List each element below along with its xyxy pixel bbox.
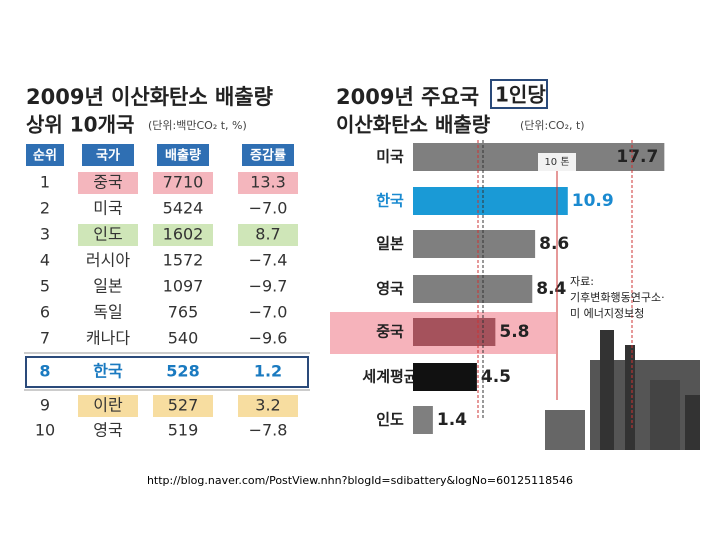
cell: 캐나다: [86, 329, 130, 348]
cell: 10: [35, 421, 55, 440]
skyline: [545, 330, 700, 450]
category-label: 미국: [376, 148, 404, 166]
cell: 미국: [93, 199, 122, 218]
value-label: 8.6: [539, 234, 569, 254]
bar: [413, 406, 433, 434]
category-label: 중국: [376, 323, 404, 341]
cell: 1: [40, 173, 50, 192]
row-highlight: [78, 224, 138, 246]
bar: [413, 318, 496, 346]
chart-title: 이산화탄소 배출량: [336, 113, 491, 137]
cell: 540: [168, 329, 199, 348]
cell: 2: [40, 199, 50, 218]
source: 자료: 기후변화행동연구소· 미 에너지정보청: [570, 275, 665, 320]
row-highlight: [153, 395, 213, 417]
category-label: 일본: [376, 235, 404, 253]
row-box: [25, 356, 309, 388]
header-cell: [82, 144, 134, 166]
title-box: [490, 79, 548, 109]
table-unit: (단위:백만CO₂ t, %): [148, 119, 247, 132]
chart-title-highlight: 1인당: [495, 83, 546, 107]
table-subtitle: 상위 10개국: [26, 113, 134, 137]
cell: 8: [39, 362, 50, 381]
cell: 인도: [93, 225, 122, 244]
row-highlight: [238, 395, 298, 417]
cell: 13.3: [250, 173, 286, 192]
cell: 1.2: [254, 362, 282, 381]
cell: 765: [168, 303, 199, 322]
bar: [413, 275, 533, 303]
cell: 7: [40, 329, 50, 348]
category-label: 한국: [376, 192, 404, 210]
cell: 1572: [163, 251, 204, 270]
cell: 이란: [93, 396, 123, 415]
cell: 527: [168, 396, 199, 415]
value-label: 10.9: [572, 191, 614, 211]
chart-unit: (단위:CO₂, t): [520, 119, 585, 132]
value-label: 17.7: [616, 147, 658, 167]
annotation-bg: [538, 153, 576, 171]
cell: 528: [166, 362, 199, 381]
header-text: 국가: [96, 149, 120, 164]
bar-chart: 미국 17.7 한국 10.9 일본 8.6 영국 8.4 중국 5.8 세계평균 4.5 인도 1.4: [362, 143, 665, 434]
value-label: 1.4: [437, 410, 467, 430]
cell: 4: [40, 251, 50, 270]
value-label: 8.4: [536, 279, 566, 299]
cell: 독일: [93, 303, 122, 322]
bar: [413, 363, 477, 391]
value-label: 5.8: [499, 322, 529, 342]
cell: 5424: [163, 199, 204, 218]
chart-title: 2009년 주요국: [336, 85, 479, 109]
row-highlight: [78, 395, 138, 417]
caption: http://blog.naver.com/PostView.nhn?blogI…: [147, 474, 573, 487]
cell: 1097: [163, 277, 204, 296]
cell: 러시아: [86, 251, 130, 270]
cell: 한국: [93, 362, 123, 381]
row-highlight: [153, 224, 213, 246]
cell: 519: [168, 421, 199, 440]
header-text: 증감률: [250, 149, 286, 164]
category-label: 인도: [376, 411, 404, 429]
value-label: 4.5: [481, 367, 511, 387]
cell: 5: [40, 277, 50, 296]
cell: 9: [40, 396, 50, 415]
header-cell: [242, 144, 294, 166]
header-text: 배출량: [165, 148, 201, 164]
row-highlight: [238, 224, 298, 246]
cell: −9.7: [249, 277, 288, 296]
row-highlight: [238, 172, 298, 194]
cell: 6: [40, 303, 50, 322]
category-label: 영국: [376, 280, 404, 298]
table: 순위 국가 배출량 증감률 1 중국 7710 13.3 2 미국 5424 −7.0 3 인도 1602 8…: [24, 144, 310, 440]
bar: [413, 230, 536, 258]
cell: 일본: [93, 277, 122, 296]
bar: [413, 187, 568, 215]
cell: −7.8: [249, 421, 288, 440]
header-cell: [26, 144, 64, 166]
cell: 영국: [93, 421, 122, 440]
row-highlight: [153, 172, 213, 194]
table-title: 2009년 이산화탄소 배출량: [26, 85, 273, 109]
cell: 3.2: [255, 396, 280, 415]
cell: −7.4: [249, 251, 288, 270]
category-label: 세계평균: [362, 368, 417, 386]
cell: 중국: [93, 173, 122, 192]
cell: −9.6: [249, 329, 288, 348]
cell: 8.7: [255, 225, 280, 244]
cell: 3: [40, 225, 50, 244]
header-text: 순위: [33, 149, 57, 164]
annotation: 10 톤: [544, 156, 569, 168]
row-highlight: [78, 172, 138, 194]
cell: −7.0: [249, 303, 288, 322]
cell: −7.0: [249, 199, 288, 218]
cell: 1602: [163, 225, 204, 244]
cell: 7710: [163, 173, 204, 192]
header-cell: [157, 144, 209, 166]
